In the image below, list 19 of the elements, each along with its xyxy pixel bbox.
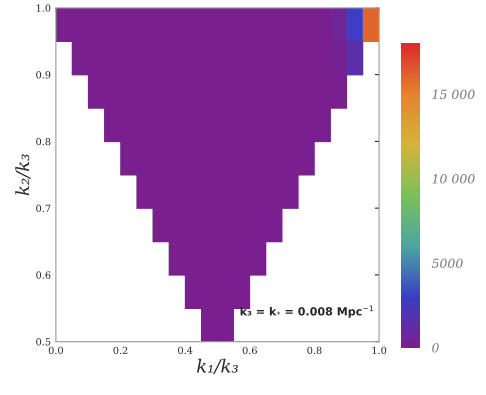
y-axis-title: k₂/k₃ — [15, 154, 31, 196]
y-tick-label: 0.5 — [36, 338, 50, 346]
x-axis-title: k₁/k₃ — [197, 358, 238, 374]
y-tick-label: 0.7 — [36, 204, 50, 212]
x-tick-label: 0.6 — [242, 346, 257, 354]
color-bar-label: 0 — [432, 343, 439, 353]
x-tick-label: 0.0 — [48, 346, 63, 354]
x-tick-label: 1.0 — [372, 346, 386, 354]
y-tick-label: 0.8 — [36, 138, 50, 146]
color-bar-label: 10 000 — [432, 174, 475, 184]
y-tick-label: 0.6 — [36, 271, 50, 279]
x-tick-label: 0.4 — [178, 346, 192, 354]
y-tick-label: 1.0 — [36, 4, 50, 12]
x-tick-label: 0.2 — [113, 346, 128, 354]
color-bar-label: 15 000 — [432, 90, 475, 100]
annotation: k₃ = k$_{*}$ = 0.008 Mpc$^{−1}$ — [240, 305, 374, 318]
x-tick-label: 0.8 — [307, 346, 322, 354]
color-bar-label: 5000 — [432, 258, 463, 268]
y-tick-label: 0.9 — [36, 71, 50, 78]
